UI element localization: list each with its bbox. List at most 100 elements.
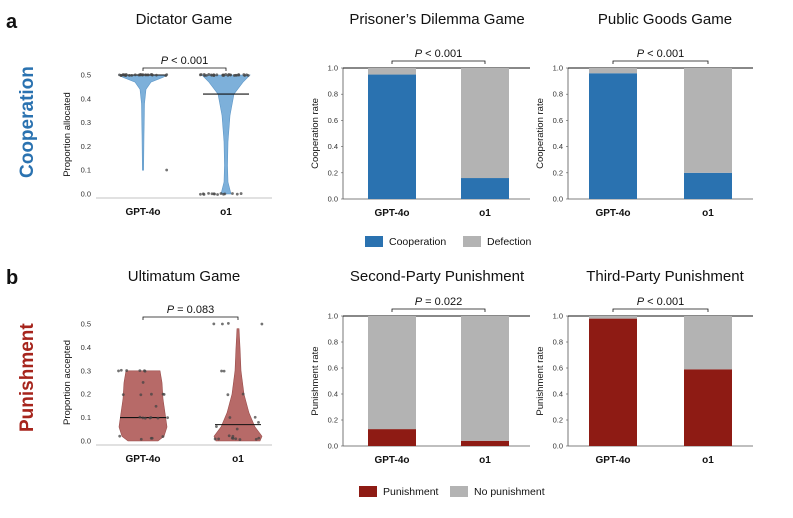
bar-no-punishment xyxy=(461,316,509,441)
data-point xyxy=(245,73,249,77)
data-point xyxy=(224,73,228,76)
legend-swatch-punishment xyxy=(359,486,377,497)
data-point xyxy=(221,322,224,326)
data-point xyxy=(230,436,234,440)
x-category-label: o1 xyxy=(702,208,714,219)
chart-dictator: Dictator Game 0.0 0.1 0.2 0.3 0.4 0.5 Proportio… xyxy=(62,11,272,218)
legend-label-cooperation: Cooperation xyxy=(389,236,446,248)
bar-no-punishment xyxy=(589,316,637,319)
legend-label-punishment: Punishment xyxy=(383,486,439,498)
y-tick-label: 0.2 xyxy=(328,168,338,177)
y-tick-label: 0.2 xyxy=(553,168,563,177)
y-tick-label: 0.4 xyxy=(328,390,338,399)
data-point xyxy=(141,416,145,420)
data-point xyxy=(139,73,142,76)
bar-cooperation xyxy=(368,74,416,199)
data-point xyxy=(238,438,242,441)
significance-bracket xyxy=(142,67,227,71)
y-tick-label: 0.0 xyxy=(553,195,563,204)
data-point xyxy=(133,73,137,77)
data-point xyxy=(150,392,153,396)
y-axis-label: Punishment rate xyxy=(310,346,321,415)
data-point xyxy=(156,416,160,420)
y-tick-label: 0.0 xyxy=(81,437,91,446)
x-category-label: o1 xyxy=(479,208,491,219)
legend-label-no-punishment: No punishment xyxy=(474,486,545,498)
x-category-label: GPT-4o xyxy=(125,454,160,465)
p-value-label: P = 0.022 xyxy=(415,296,462,308)
legend-label-defection: Defection xyxy=(487,236,532,248)
data-point xyxy=(165,168,169,172)
data-point xyxy=(154,404,158,408)
y-tick-label: 0.8 xyxy=(328,338,338,347)
chart-title: Second-Party Punishment xyxy=(350,268,525,285)
data-point xyxy=(210,192,214,196)
y-tick-label: 0.1 xyxy=(81,166,91,175)
legend-cooperation: Cooperation Defection xyxy=(365,236,532,248)
chart-pg: Public Goods Game 0.0 0.2 0.4 0.6 0.8 1.0 Coope… xyxy=(535,11,753,219)
y-axis-label: Punishment rate xyxy=(535,346,546,415)
data-point xyxy=(228,416,232,419)
y-tick-label: 0.0 xyxy=(553,442,563,451)
data-point xyxy=(254,437,258,441)
data-point xyxy=(260,322,264,326)
x-category-label: o1 xyxy=(702,455,714,466)
data-point xyxy=(232,74,236,77)
data-point xyxy=(242,73,246,76)
x-category-label: o1 xyxy=(479,455,491,466)
bar-cooperation xyxy=(684,172,732,199)
chart-ultimatum: Ultimatum Game 0.0 0.1 0.2 0.3 0.4 0.5 Proporti… xyxy=(62,268,272,465)
data-point xyxy=(219,192,223,195)
y-axis-label: Cooperation rate xyxy=(535,98,546,169)
x-category-label: GPT-4o xyxy=(125,207,160,218)
significance-bracket xyxy=(391,60,486,64)
data-point xyxy=(226,393,230,397)
y-tick-label: 0.4 xyxy=(81,343,91,352)
p-value-label: P < 0.001 xyxy=(415,48,462,60)
data-point xyxy=(257,420,260,424)
bar-defection xyxy=(589,68,637,74)
data-point xyxy=(146,73,150,77)
data-point xyxy=(217,437,221,441)
y-tick-label: 1.0 xyxy=(328,312,338,321)
panel-letter-b: b xyxy=(6,267,18,289)
y-tick-label: 0.8 xyxy=(553,338,563,347)
data-point xyxy=(119,368,123,372)
p-value-label: P = 0.083 xyxy=(167,304,214,316)
data-point xyxy=(229,73,232,77)
x-category-label: GPT-4o xyxy=(595,455,630,466)
data-point xyxy=(138,415,142,419)
y-tick-label: 0.5 xyxy=(81,71,91,80)
data-point xyxy=(205,73,208,77)
bar-punishment xyxy=(461,440,509,446)
data-point xyxy=(117,369,120,373)
data-point xyxy=(128,74,131,77)
data-point xyxy=(122,73,126,77)
y-axis-label: Proportion accepted xyxy=(62,340,73,425)
data-point xyxy=(125,369,129,372)
data-point xyxy=(253,415,257,419)
data-point xyxy=(165,73,169,77)
data-point xyxy=(241,392,245,396)
data-point xyxy=(207,73,211,76)
row-label-punishment: Punishment xyxy=(17,323,38,432)
data-point xyxy=(213,437,217,441)
bar-defection xyxy=(368,68,416,75)
data-point xyxy=(118,434,122,438)
bar-cooperation xyxy=(589,73,637,199)
y-tick-label: 0.8 xyxy=(328,90,338,99)
y-tick-label: 0.0 xyxy=(328,195,338,204)
data-point xyxy=(210,73,214,77)
data-point xyxy=(216,193,219,196)
legend-swatch-cooperation xyxy=(365,236,383,247)
data-point xyxy=(118,73,121,77)
data-point xyxy=(220,369,223,373)
data-point xyxy=(143,369,146,373)
y-axis-label: Proportion allocated xyxy=(62,92,73,177)
bar-cooperation xyxy=(461,178,509,199)
data-point xyxy=(202,73,206,76)
y-tick-label: 0.2 xyxy=(328,416,338,425)
data-point xyxy=(130,73,134,77)
significance-bracket xyxy=(612,60,709,64)
chart-title: Ultimatum Game xyxy=(128,268,241,285)
